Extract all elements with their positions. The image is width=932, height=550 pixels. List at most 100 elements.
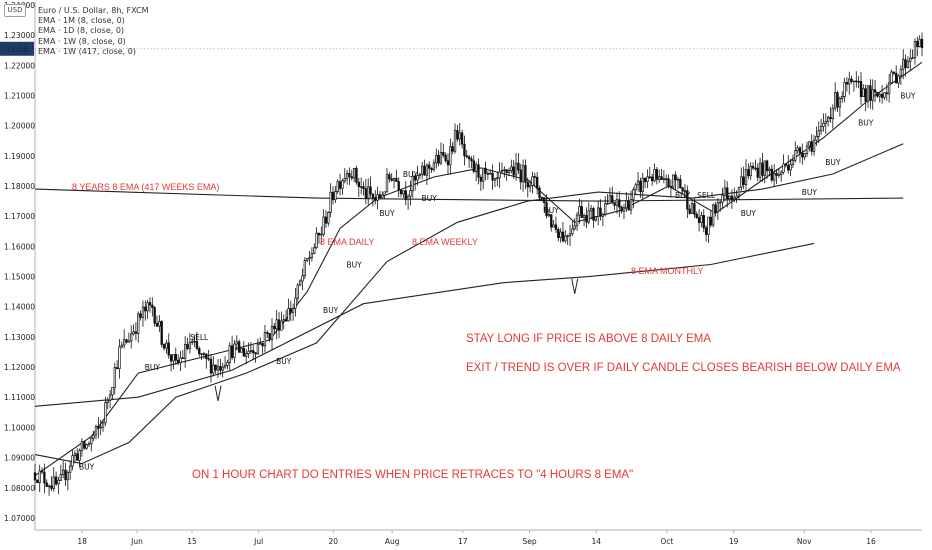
candle-body: [662, 178, 666, 181]
candle-body: [902, 59, 905, 70]
candle-body: [193, 340, 196, 343]
candle-body: [796, 147, 799, 151]
candle-body: [517, 162, 520, 171]
candle-body: [650, 176, 654, 182]
annotation-stay-long: STAY LONG IF PRICE IS ABOVE 8 DAILY EMA: [466, 333, 711, 345]
candle-body: [608, 195, 612, 204]
candle-body: [770, 168, 773, 181]
candle-body: [648, 176, 651, 178]
candle-body: [768, 168, 771, 172]
candle-body: [449, 146, 452, 166]
candle-body: [611, 195, 614, 203]
candle-body: [148, 302, 152, 306]
legend-ema-1m[interactable]: EMA · 1M (8, close, 0): [38, 16, 125, 26]
candle-body: [643, 177, 647, 183]
candle-body: [892, 71, 896, 74]
candle-body: [268, 333, 271, 340]
x-tick-label: 17: [458, 537, 468, 546]
candle-body: [341, 180, 344, 189]
candle-body: [313, 247, 316, 255]
candle-body: [909, 57, 912, 62]
candle-body: [620, 206, 623, 212]
candle-body: [627, 200, 630, 211]
signal-buy: BUY: [544, 206, 560, 215]
candle-body: [618, 199, 621, 208]
candle-body: [479, 176, 483, 182]
candle-body: [592, 208, 595, 221]
candle-body: [641, 177, 644, 193]
candle-body: [212, 364, 215, 374]
candle-body: [857, 80, 860, 83]
signal-buy: BUY: [347, 261, 363, 270]
candle-body: [108, 394, 112, 401]
signal-buy: BUY: [741, 209, 757, 218]
candle-body: [106, 400, 109, 403]
y-tick-label: 1.22000: [4, 61, 35, 70]
candle-body: [141, 306, 145, 318]
annotation-exit-rule: EXIT / TREND IS OVER IF DAILY CANDLE CLO…: [466, 362, 901, 374]
candle-body: [472, 160, 475, 172]
x-tick-label: 14: [591, 537, 601, 546]
candle-body: [50, 485, 53, 489]
candle-body: [615, 199, 619, 206]
y-tick-label: 1.14000: [4, 303, 35, 312]
candle-body: [115, 367, 119, 370]
annotation-ema-daily: 8 EMA DAILY: [320, 237, 374, 247]
candle-body: [890, 71, 893, 84]
candle-body: [277, 319, 281, 331]
x-tick-label: 18: [77, 537, 87, 546]
x-tick-label: Aug: [385, 537, 400, 546]
legend-ema-1d[interactable]: EMA · 1D (8, close, 0): [38, 26, 125, 36]
candle-body: [719, 201, 722, 204]
candle-body: [303, 260, 307, 277]
candle-body: [334, 191, 337, 201]
current-price-time: 21:46: [6, 45, 28, 54]
candle-body: [155, 322, 159, 327]
candle-body: [47, 485, 51, 488]
candle-body: [350, 176, 353, 179]
candle-body: [606, 203, 609, 205]
candle-body: [144, 306, 147, 312]
candle-body: [597, 207, 600, 218]
candle-body: [763, 160, 766, 176]
candle-body: [207, 358, 210, 360]
candle-body: [64, 469, 67, 481]
candle-body: [216, 366, 220, 371]
candle-body: [789, 164, 792, 171]
candle-body: [392, 177, 396, 181]
candle-body: [585, 215, 588, 223]
current-price-tag: [0, 41, 34, 56]
candle-body: [439, 152, 443, 164]
candle-body: [317, 232, 321, 236]
candle-body: [376, 194, 379, 201]
candle-body: [167, 342, 170, 356]
candle-body: [653, 169, 656, 182]
x-tick-label: Sep: [522, 537, 536, 546]
legend-ema-1w[interactable]: EMA · 1W (8, close, 0): [38, 36, 126, 46]
candle-body: [580, 206, 583, 218]
candle-body: [162, 344, 166, 349]
candle-body: [787, 164, 790, 171]
ema-417-weekly-line: [34, 188, 904, 202]
candle-body: [395, 177, 398, 182]
legend-ema-1w-417[interactable]: EMA · 1W (417, close, 0): [38, 46, 136, 56]
annotation-ema-weekly: 8 EMA WEEKLY: [412, 237, 478, 247]
candle-body: [824, 120, 827, 124]
candle-body: [205, 353, 208, 359]
y-tick-label: 1.10000: [4, 423, 35, 432]
candle-body: [360, 186, 363, 188]
candle-body: [69, 465, 72, 473]
candle-body: [338, 181, 342, 189]
candle-body: [780, 171, 783, 176]
y-tick-label: 1.07000: [4, 514, 35, 523]
currency-badge[interactable]: USD: [4, 4, 26, 17]
candle-body: [493, 178, 497, 181]
signal-buy: BUY: [900, 92, 916, 101]
candle-body: [683, 190, 687, 192]
candle-body: [428, 164, 431, 169]
candle-body: [564, 235, 567, 242]
signal-buy: BUY: [79, 463, 95, 472]
candle-body: [484, 167, 487, 174]
candle-body: [411, 175, 414, 191]
